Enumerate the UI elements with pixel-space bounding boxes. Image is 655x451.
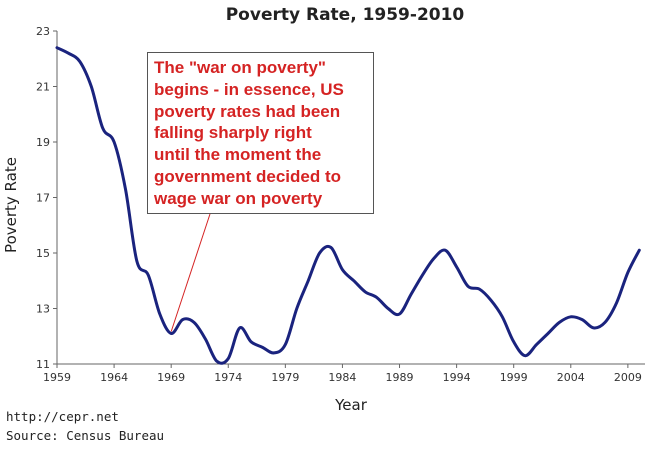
y-tick-label: 13	[36, 303, 50, 316]
y-axis-title: Poverty Rate	[2, 157, 20, 253]
x-tick-label: 1964	[100, 371, 128, 384]
footer-source: Source: Census Bureau	[6, 428, 165, 443]
annotation-line: begins - in essence, US	[154, 79, 344, 99]
x-tick-label: 1989	[386, 371, 414, 384]
y-tick-label: 17	[36, 192, 50, 205]
annotation-line: until the moment the	[154, 145, 322, 165]
x-tick-label: 1994	[443, 371, 471, 384]
annotation-line: The "war on poverty"	[154, 58, 326, 77]
series-line-poverty-rate	[55, 46, 641, 365]
annotation-pointer	[170, 213, 211, 332]
x-tick-label: 1969	[157, 371, 185, 384]
y-tick-label: 15	[36, 247, 50, 260]
y-tick-label: 21	[36, 81, 50, 94]
x-axis-title: Year	[334, 396, 368, 414]
x-tick-label: 1984	[328, 371, 356, 384]
chart-title: Poverty Rate, 1959-2010	[226, 5, 465, 25]
annotation-line: falling sharply right	[154, 123, 312, 143]
tick-labels: 11 13 15 17 19 21 23 1959 1964 1969 1974 1979 1984 19…	[36, 25, 642, 384]
footer-url: http://cepr.net	[6, 409, 119, 424]
x-tick-label: 1974	[214, 371, 242, 384]
x-tick-label: 2009	[614, 371, 642, 384]
x-tick-label: 1999	[500, 371, 528, 384]
y-tick-label: 11	[36, 358, 50, 371]
annotation-line: poverty rates had been	[154, 101, 341, 121]
annotation-line: government decided to	[154, 166, 342, 186]
annotation-line: wage war on poverty	[154, 188, 323, 208]
annotation-box: The "war on poverty" begins - in essence…	[147, 52, 374, 214]
x-tick-label: 1979	[271, 371, 299, 384]
x-tick-label: 1959	[43, 371, 71, 384]
y-tick-label: 19	[36, 136, 50, 149]
y-tick-label: 23	[36, 25, 50, 38]
x-tick-label: 2004	[557, 371, 585, 384]
axes	[53, 30, 645, 368]
